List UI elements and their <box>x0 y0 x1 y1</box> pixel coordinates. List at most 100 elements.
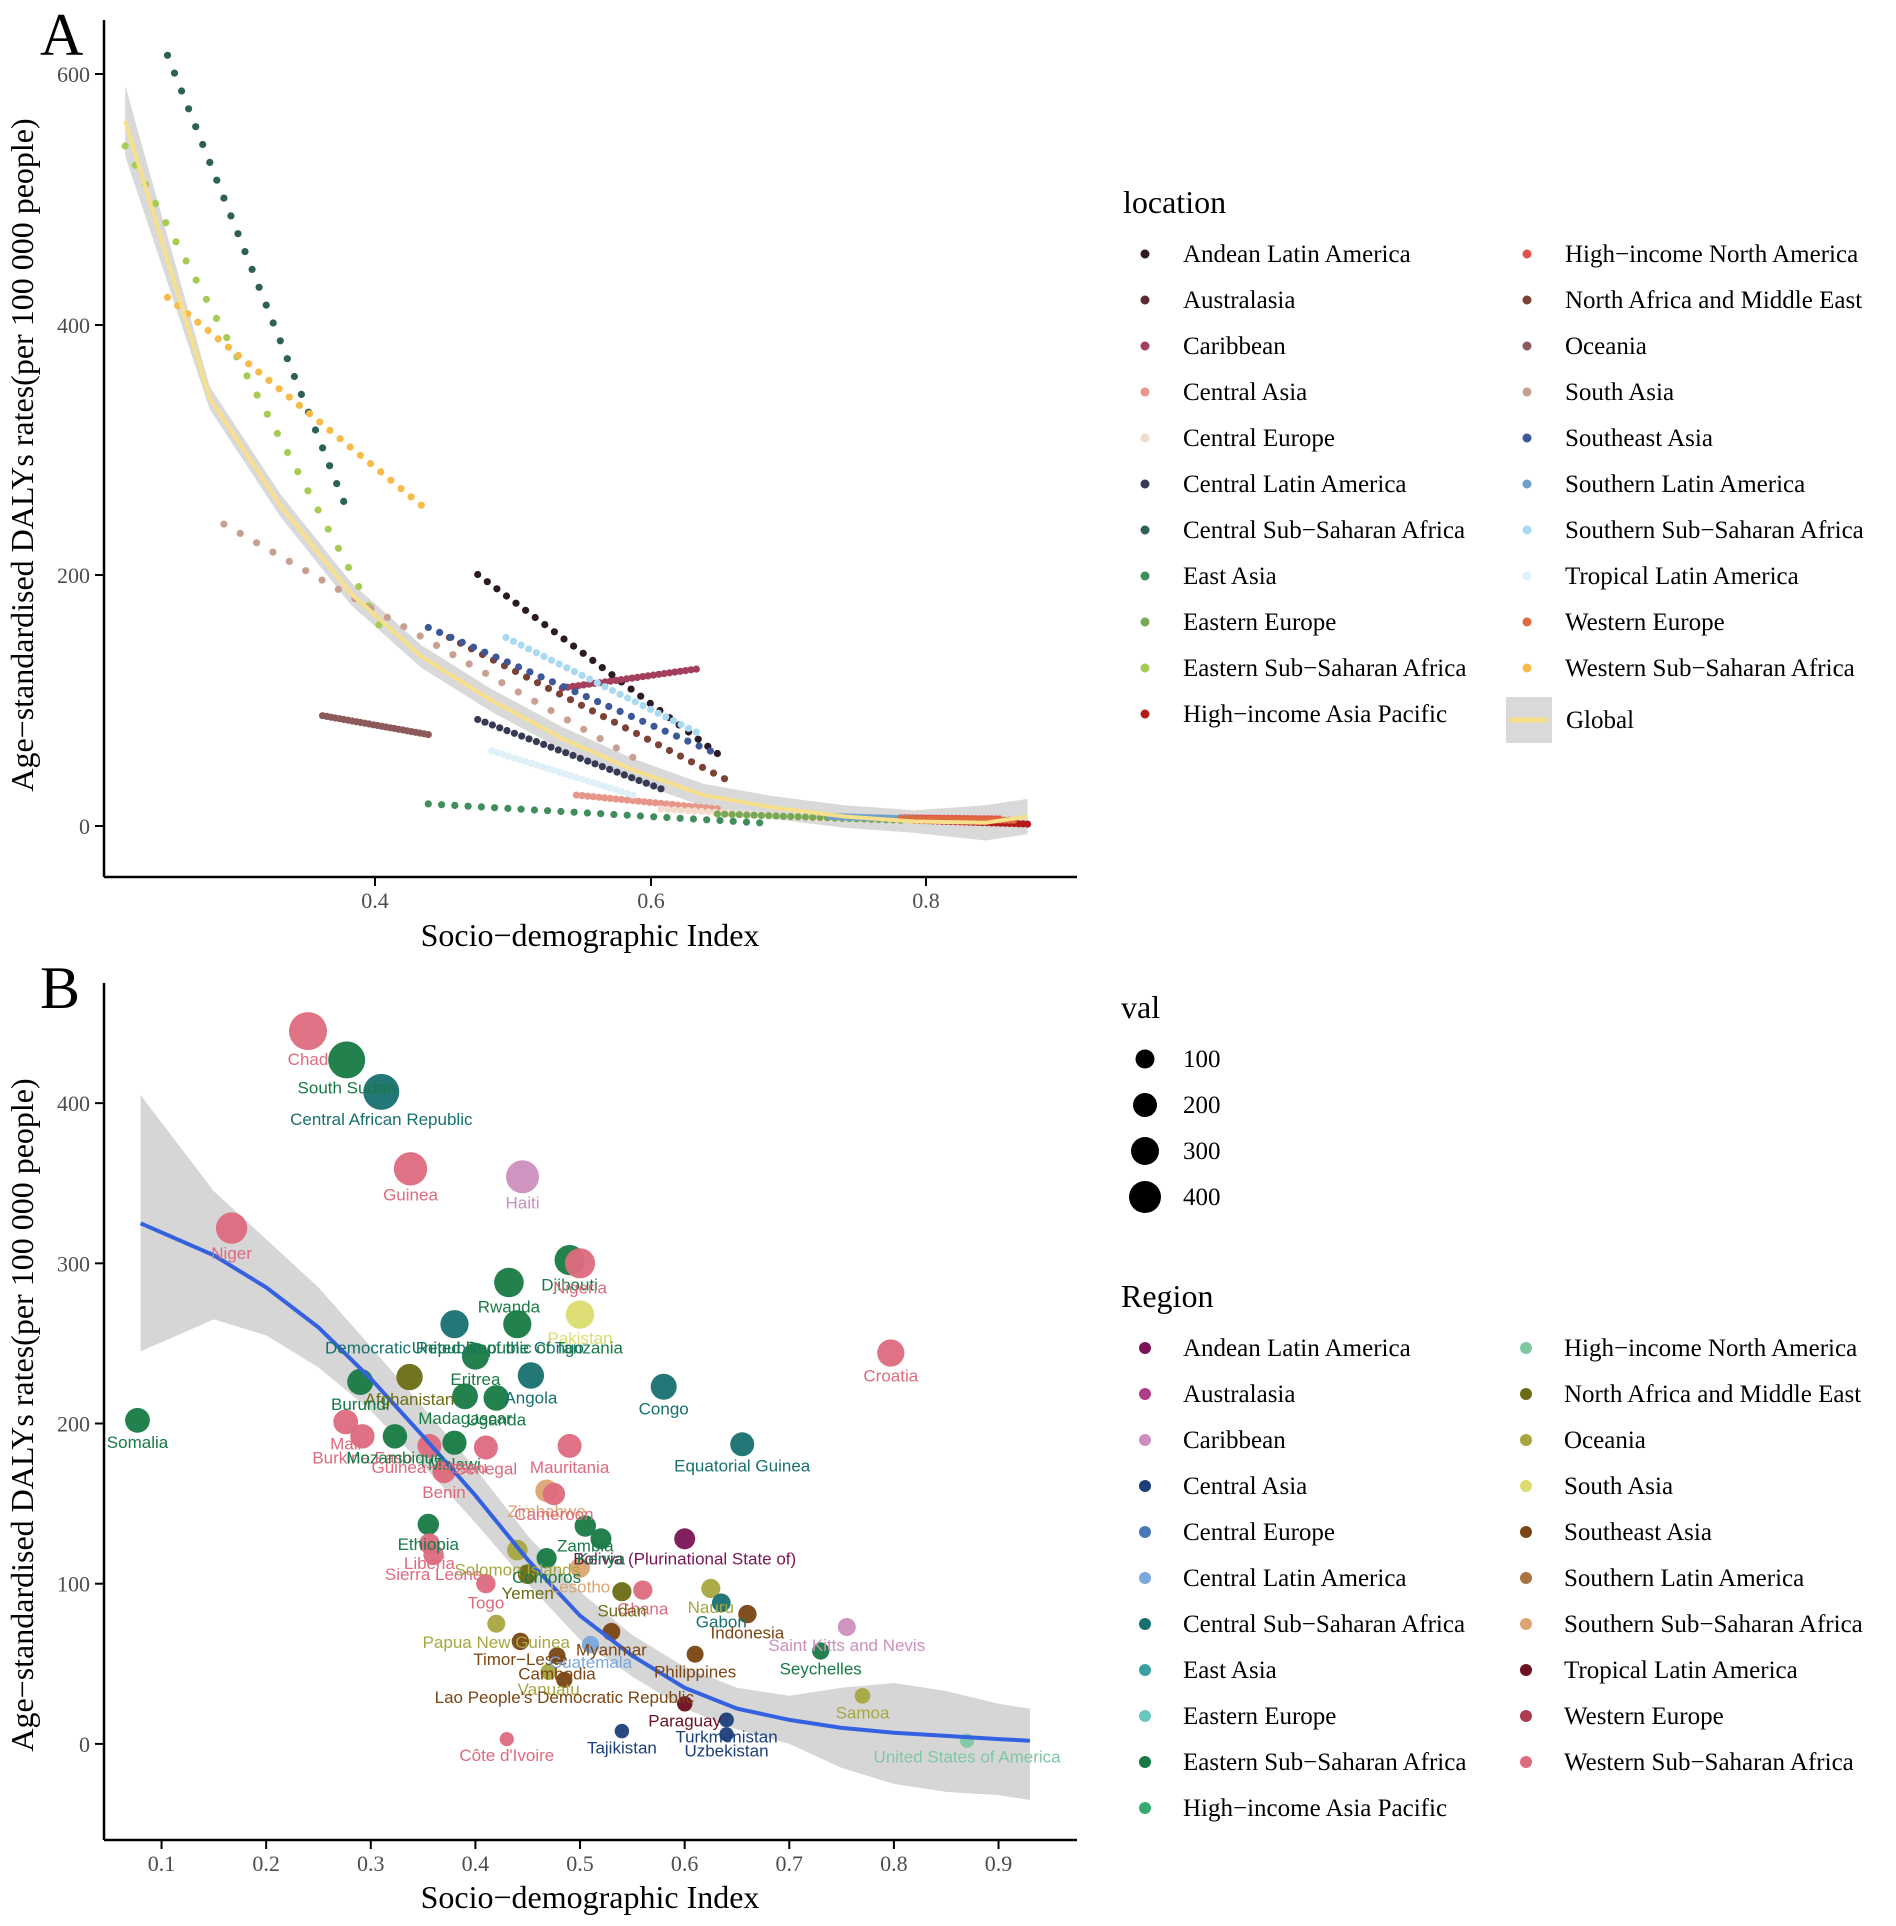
point-southeast-asia <box>639 717 647 725</box>
region-legend-key-central-europe <box>1139 1526 1151 1538</box>
point-east-asia <box>663 813 671 822</box>
series-tropical-latin-america <box>488 747 637 799</box>
point-andean-latin-america <box>637 692 645 700</box>
label-niger: Niger <box>211 1244 252 1263</box>
point-central-latin-america <box>481 718 489 726</box>
point-east-asia <box>438 801 446 809</box>
point-south-asia <box>432 641 441 650</box>
label-burkina-faso: Burkina Faso <box>312 1449 412 1468</box>
point-eastern-europe <box>713 810 722 818</box>
point-western-sub-saharan-africa <box>214 335 222 343</box>
point-cameroon <box>542 1482 566 1506</box>
point-south-asia <box>498 679 506 687</box>
size-legend-title: val <box>1121 989 1160 1025</box>
panel-b-x-tick-label: 0.7 <box>776 1851 804 1876</box>
point-eastern-sub-saharan-africa <box>152 199 160 208</box>
point-south-asia <box>220 520 228 528</box>
point-southeast-asia <box>627 712 636 721</box>
point-uzbekistan <box>719 1727 734 1742</box>
point-central-latin-america <box>474 715 482 724</box>
point-eritrea <box>461 1342 489 1370</box>
point-south-asia <box>596 735 604 743</box>
legend-label-andean-latin-america: Andean Latin America <box>1183 241 1411 268</box>
size-legend-key-200 <box>1133 1093 1157 1117</box>
point-yemen <box>517 1564 538 1584</box>
panel-b-x-tick-label: 0.4 <box>462 1851 490 1876</box>
point-south-asia <box>383 613 391 622</box>
point-south-asia <box>482 669 490 677</box>
point-c-te-d-ivoire <box>499 1732 514 1747</box>
legend-label-north-africa-and-middle-east: North Africa and Middle East <box>1565 287 1862 314</box>
point-eastern-sub-saharan-africa <box>172 238 180 246</box>
point-tropical-latin-america <box>522 758 530 766</box>
point-eastern-sub-saharan-africa <box>355 583 363 591</box>
point-eastern-sub-saharan-africa <box>162 219 170 227</box>
point-equatorial-guinea <box>730 1432 755 1457</box>
point-central-latin-america <box>488 721 496 729</box>
point-tropical-latin-america <box>516 756 524 764</box>
point-chad <box>289 1012 327 1051</box>
region-legend-key-eastern-europe <box>1139 1710 1151 1722</box>
point-western-sub-saharan-africa <box>366 460 375 468</box>
point-southern-sub-saharan-africa <box>509 637 518 645</box>
point-central-sub-saharan-africa <box>248 265 256 273</box>
point-east-asia <box>650 813 658 821</box>
legend-key-andean-latin-america <box>1140 249 1150 259</box>
legend-label-southeast-asia: Southeast Asia <box>1565 425 1713 452</box>
point-southern-sub-saharan-africa <box>540 652 548 661</box>
point-caribbean <box>612 676 620 685</box>
point-andean-latin-america <box>502 592 511 600</box>
legend-key-east-asia <box>1140 571 1150 581</box>
point-southeast-asia <box>447 633 455 641</box>
point-southern-sub-saharan-africa <box>525 645 533 653</box>
point-southeast-asia <box>537 673 545 681</box>
panel-b-y-tick-label: 0 <box>79 1732 90 1757</box>
panel-a-x-tick-label: 0.4 <box>361 888 389 913</box>
point-central-europe <box>684 807 692 815</box>
label-samoa: Samoa <box>836 1704 890 1723</box>
legend-label-western-sub-saharan-africa: Western Sub−Saharan Africa <box>1565 655 1855 682</box>
point-central-sub-saharan-africa <box>185 105 193 113</box>
point-tropical-latin-america <box>527 759 535 767</box>
point-western-sub-saharan-africa <box>336 435 344 443</box>
point-south-asia <box>531 697 539 705</box>
point-caribbean <box>692 665 700 673</box>
label-zimbabwe: Zimbabwe <box>507 1502 585 1521</box>
point-southern-sub-saharan-africa <box>631 698 639 706</box>
point-east-asia <box>676 814 684 822</box>
label-tajikistan: Tajikistan <box>587 1738 657 1757</box>
point-south-asia <box>236 529 244 538</box>
point-tropical-latin-america <box>601 782 609 790</box>
point-eastern-sub-saharan-africa <box>334 544 342 552</box>
region-legend-label-western-sub-saharan-africa: Western Sub−Saharan Africa <box>1564 1749 1854 1776</box>
panel-a-y-tick-label: 600 <box>57 62 90 87</box>
panel-b-y-tick-label: 300 <box>57 1251 90 1276</box>
point-andean-latin-america <box>474 570 482 579</box>
point-eastern-sub-saharan-africa <box>223 334 231 342</box>
region-legend-key-high-income-north-america <box>1520 1342 1532 1354</box>
panel-b-x-tick-label: 0.1 <box>148 1851 176 1876</box>
panel-a-y-tick-label: 200 <box>57 563 90 588</box>
point-central-asia <box>612 795 620 803</box>
legend-key-high-income-north-america <box>1522 249 1532 259</box>
point-southern-sub-saharan-africa <box>555 660 563 668</box>
point-eastern-sub-saharan-africa <box>324 525 332 533</box>
label-equatorial-guinea: Equatorial Guinea <box>674 1456 811 1475</box>
region-legend-label-high-income-asia-pacific: High−income Asia Pacific <box>1183 1795 1447 1822</box>
point-western-sub-saharan-africa <box>245 360 253 368</box>
point-pakistan <box>565 1300 595 1329</box>
point-caribbean <box>580 681 588 689</box>
point-south-asia <box>400 623 408 631</box>
point-tropical-latin-america <box>488 747 496 755</box>
point-southeast-asia <box>469 643 478 651</box>
point-caribbean <box>655 670 663 678</box>
point-caribbean <box>623 675 631 683</box>
label-cameroon: Cameroon <box>514 1505 593 1524</box>
point-andean-latin-america <box>579 649 587 657</box>
label-mozambique: Mozambique <box>346 1449 443 1468</box>
point-north-africa-and-middle-east <box>687 758 696 766</box>
point-malawi <box>442 1430 467 1455</box>
region-legend-label-central-latin-america: Central Latin America <box>1183 1565 1407 1592</box>
point-andean-latin-america <box>550 628 559 636</box>
point-southeast-asia <box>605 702 613 711</box>
